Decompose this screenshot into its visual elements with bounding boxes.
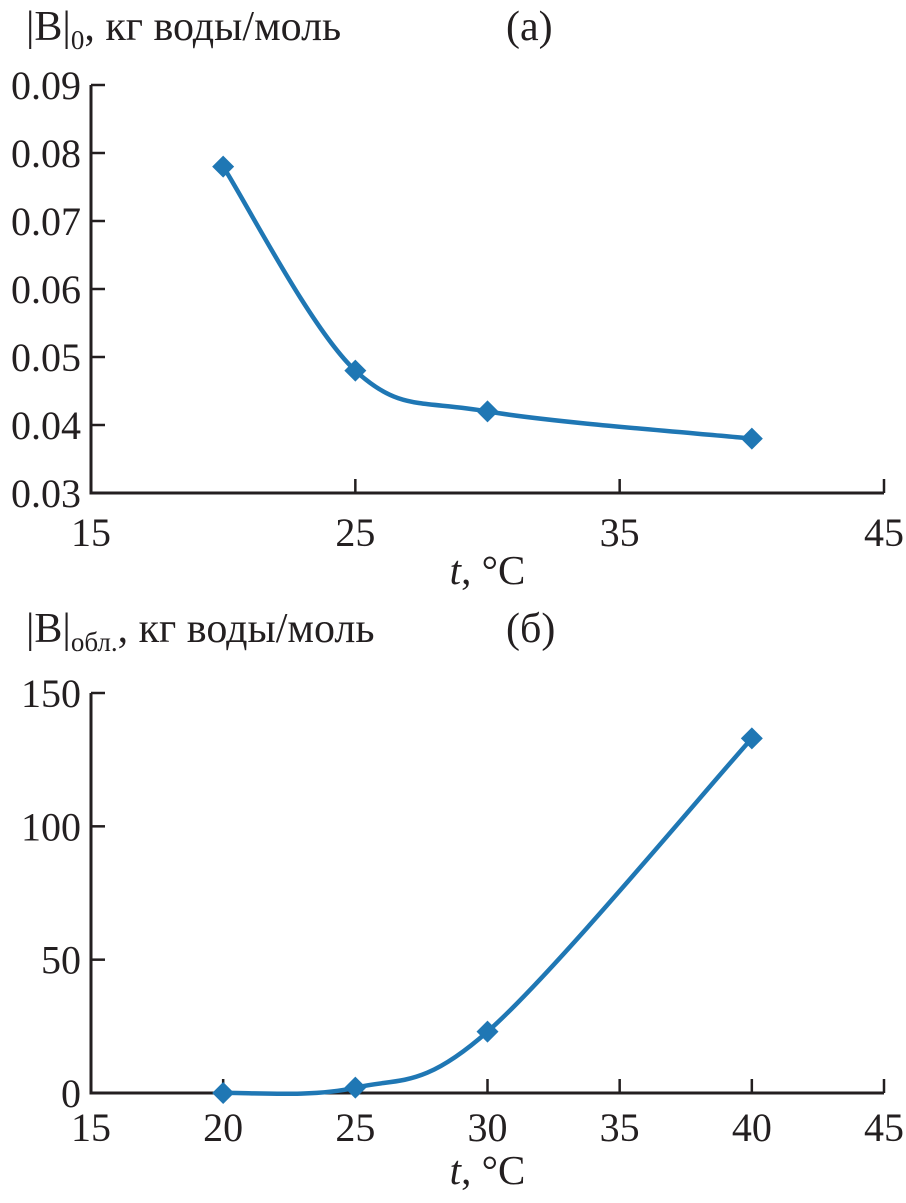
y-tick-label: 0.06 xyxy=(11,267,81,312)
chart-b-panel-label: (б) xyxy=(506,606,556,652)
chart-a-panel-label: (а) xyxy=(506,4,553,50)
x-tick-label: 30 xyxy=(468,1105,508,1150)
data-point-marker xyxy=(344,359,367,382)
data-point-marker xyxy=(740,727,763,750)
y-tick-label: 0.04 xyxy=(11,403,81,448)
data-point-marker xyxy=(212,155,235,178)
x-tick-label: 15 xyxy=(71,510,111,555)
y-tick-label: 0 xyxy=(61,1071,81,1116)
y-tick-label: 0.08 xyxy=(11,131,81,176)
y-tick-label: 150 xyxy=(21,671,81,716)
y-tick-label: 0.07 xyxy=(11,199,81,244)
chart-a-title-units: , кг воды/моль xyxy=(84,4,342,50)
chart-b-title-units: , кг воды/моль xyxy=(117,606,375,652)
chart-a-title-term: |B| xyxy=(26,4,71,50)
data-point-marker xyxy=(476,400,499,423)
chart-a-y-axis-title: |B|0, кг воды/моль xyxy=(26,4,342,54)
x-tick-label: 15 xyxy=(71,1105,111,1150)
chart-a-title-subscript: 0 xyxy=(70,25,85,55)
x-tick-label: 25 xyxy=(335,1105,375,1150)
data-point-marker xyxy=(212,1082,235,1104)
data-line xyxy=(220,736,755,1097)
data-point-marker xyxy=(740,427,763,450)
y-tick-label: 50 xyxy=(41,938,81,983)
chart-b: 150 100 50 015 20 25 30 35 40 45 t, °C xyxy=(21,671,904,1193)
x-axis-label: t, °C xyxy=(450,547,526,593)
x-tick-label: 40 xyxy=(732,1105,772,1150)
data-point-marker xyxy=(344,1076,367,1099)
axis-lines xyxy=(89,85,884,495)
chart-b-title-subscript: обл. xyxy=(70,627,118,657)
x-tick-label: 45 xyxy=(864,1105,904,1150)
x-tick-label: 20 xyxy=(203,1105,243,1150)
data-point-marker xyxy=(476,1020,499,1043)
x-axis-label: t, °C xyxy=(450,1147,526,1193)
y-tick-label: 100 xyxy=(21,804,81,849)
x-tick-label: 35 xyxy=(600,1105,640,1150)
x-tick-label: 35 xyxy=(600,510,640,555)
chart-b-y-axis-title: |B|обл., кг воды/моль xyxy=(26,606,375,656)
y-tick-label: 0.09 xyxy=(11,63,81,108)
y-tick-label: 0.05 xyxy=(11,335,81,380)
chart-b-title-term: |B| xyxy=(26,606,71,652)
y-tick-label: 0.03 xyxy=(11,471,81,516)
x-tick-label: 45 xyxy=(864,510,904,555)
data-line xyxy=(220,164,755,441)
x-tick-label: 25 xyxy=(335,510,375,555)
